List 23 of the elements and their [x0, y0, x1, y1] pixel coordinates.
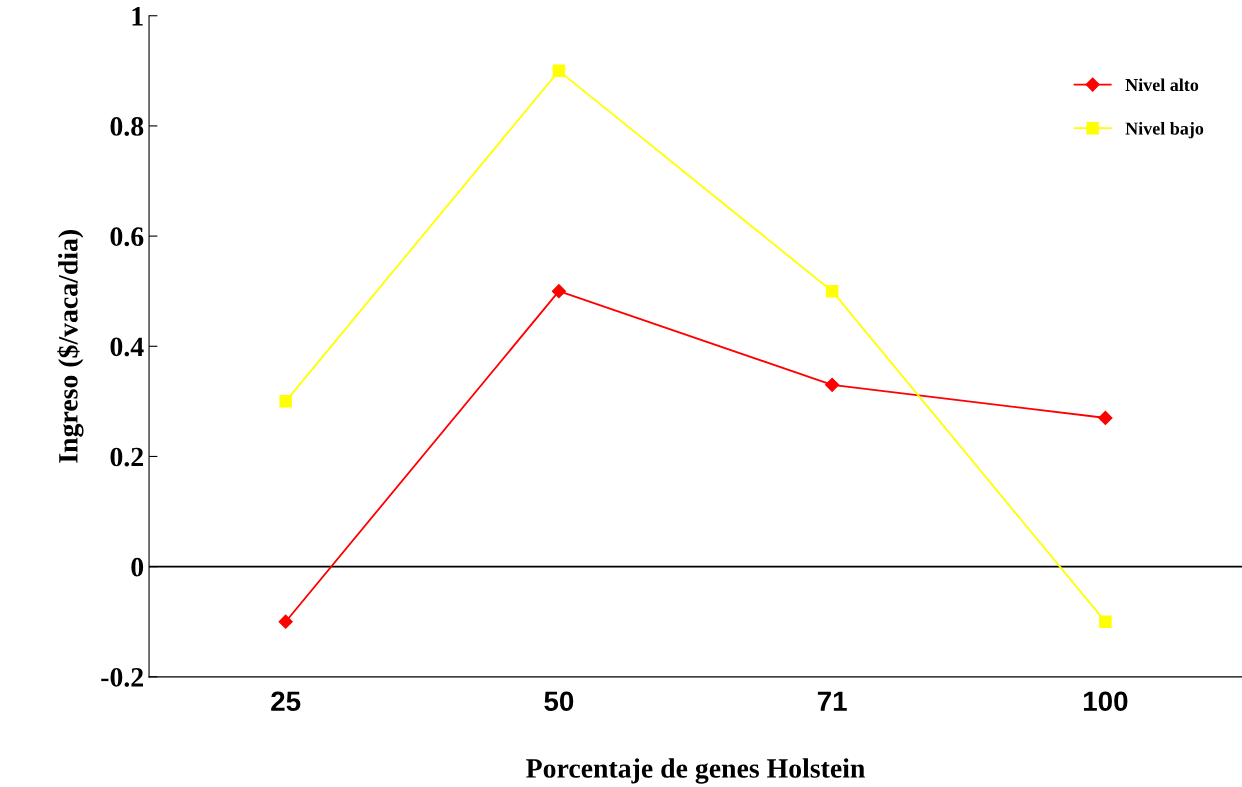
y-tick-label: 0.4 [110, 337, 144, 357]
point [551, 284, 566, 299]
legend-label: Nivel alto [1125, 78, 1199, 92]
point [278, 614, 293, 629]
point [552, 64, 566, 78]
y-tick-label: 0.6 [110, 227, 144, 247]
point [825, 377, 840, 392]
y-tick-label: 1 [132, 7, 143, 26]
x-tick-label: 100 [1083, 691, 1128, 712]
legend-label: Nivel bajo [1125, 121, 1204, 139]
point [279, 395, 292, 408]
y-tick-label: 0.8 [110, 117, 144, 136]
point [825, 284, 839, 298]
x-tick-label: 71 [817, 691, 847, 711]
x-tick-label: 25 [271, 691, 301, 712]
point [1098, 410, 1113, 425]
x-tick-label: 50 [544, 691, 574, 712]
y-tick-label: 0 [131, 557, 144, 577]
y-axis-title: Ingreso ($/vaca/dia) [57, 230, 84, 463]
x-axis-title: Porcentaje de genes Holstein [526, 758, 865, 784]
y-tick-label: -0.2 [101, 667, 143, 687]
y-tick-label: 0.2 [110, 447, 143, 467]
point [1099, 615, 1112, 628]
